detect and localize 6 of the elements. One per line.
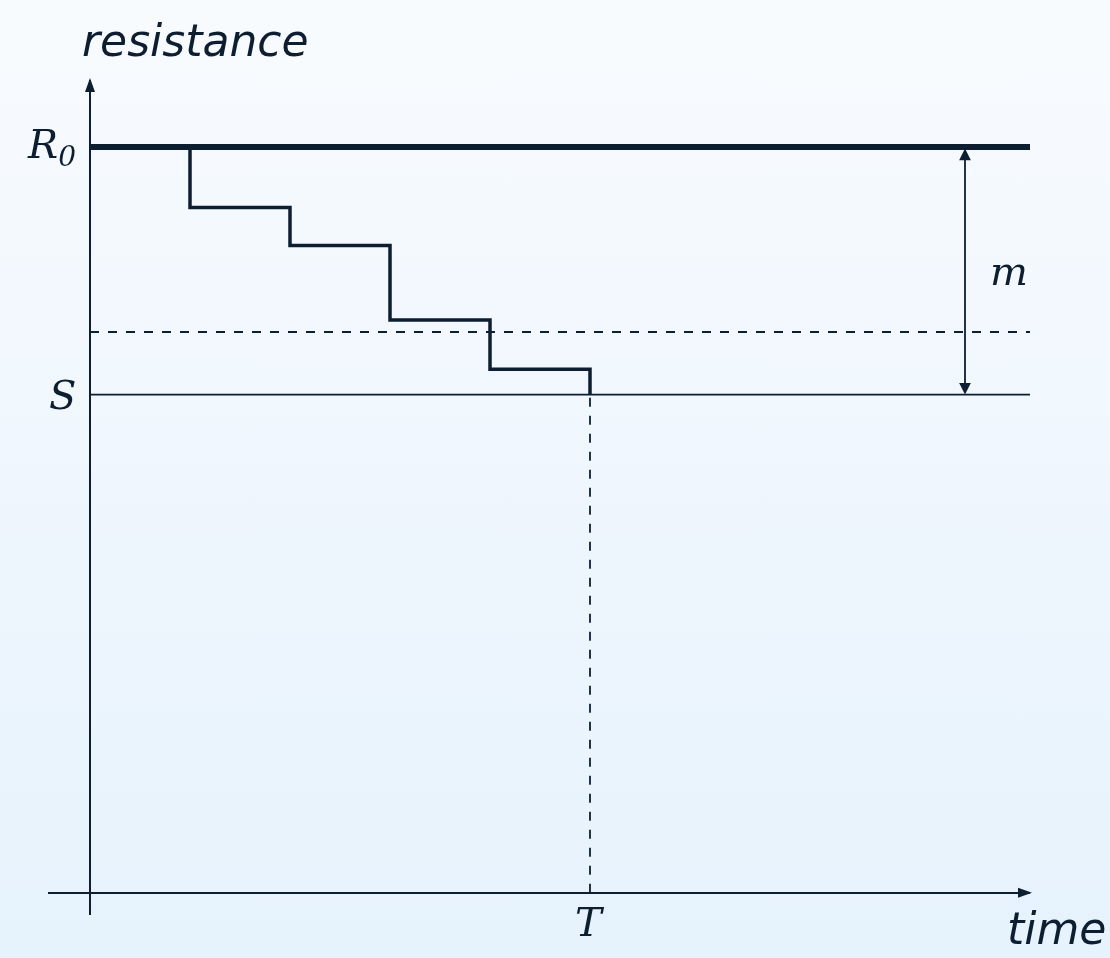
ref-line-label: R$_{0}$	[27, 121, 76, 174]
text: T	[575, 899, 605, 945]
annotation: m	[990, 248, 1028, 294]
ref-line-label: S	[49, 372, 77, 418]
y-axis-title: resistance	[82, 15, 309, 66]
x-axis-title: time	[1007, 903, 1107, 954]
